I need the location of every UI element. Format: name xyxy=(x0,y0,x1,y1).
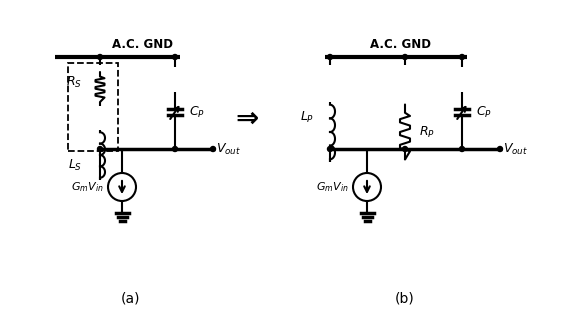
Text: $L_P$: $L_P$ xyxy=(300,109,314,125)
Text: ⇒: ⇒ xyxy=(235,105,259,133)
Circle shape xyxy=(173,55,177,60)
Circle shape xyxy=(498,146,503,152)
Text: (b): (b) xyxy=(395,291,415,305)
Circle shape xyxy=(328,146,332,152)
Text: $C_P$: $C_P$ xyxy=(476,104,492,120)
Circle shape xyxy=(402,146,408,152)
Text: $V_{out}$: $V_{out}$ xyxy=(216,141,241,157)
Bar xyxy=(68,63,118,151)
Text: (a): (a) xyxy=(120,291,140,305)
Text: $L_S$: $L_S$ xyxy=(68,158,82,172)
Text: $R_S$: $R_S$ xyxy=(66,74,82,89)
Text: A.C. GND: A.C. GND xyxy=(370,38,431,51)
Text: $V_{out}$: $V_{out}$ xyxy=(503,141,528,157)
Text: $R_P$: $R_P$ xyxy=(419,125,435,139)
Text: $C_P$: $C_P$ xyxy=(189,104,205,120)
Circle shape xyxy=(97,146,103,152)
Circle shape xyxy=(328,55,332,60)
Text: $G_mV_{in}$: $G_mV_{in}$ xyxy=(71,180,104,194)
Circle shape xyxy=(210,146,215,152)
Text: A.C. GND: A.C. GND xyxy=(112,38,173,51)
Circle shape xyxy=(402,55,408,60)
Circle shape xyxy=(97,55,103,60)
Circle shape xyxy=(173,146,177,152)
Text: $G_mV_{in}$: $G_mV_{in}$ xyxy=(316,180,349,194)
Circle shape xyxy=(459,146,465,152)
Circle shape xyxy=(459,55,465,60)
